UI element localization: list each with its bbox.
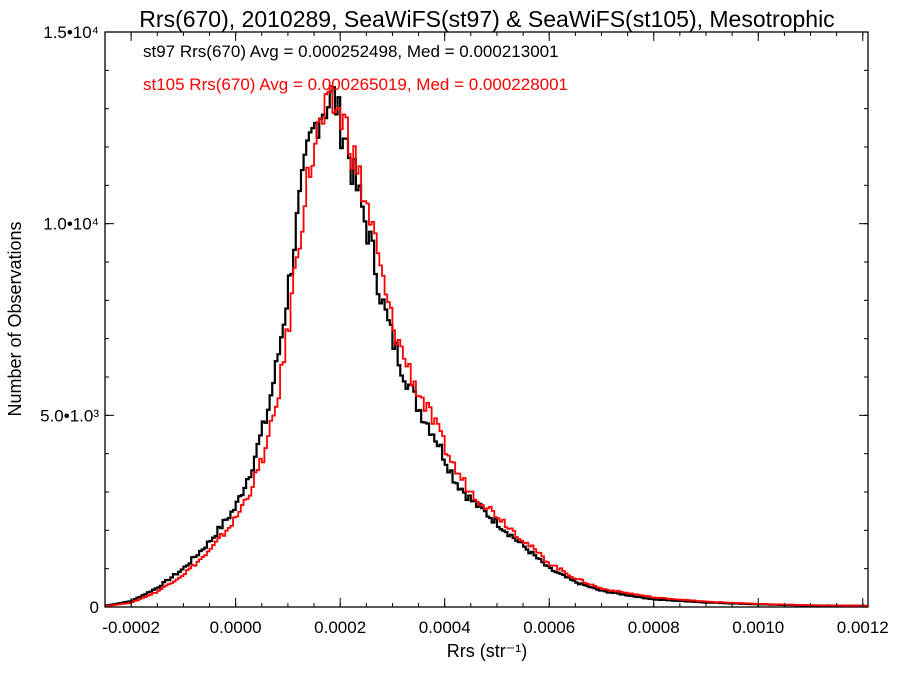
x-tick-label: -0.0002 xyxy=(102,618,160,637)
x-tick-label: 0.0004 xyxy=(419,618,471,637)
chart-title: Rrs(670), 2010289, SeaWiFS(st97) & SeaWi… xyxy=(139,6,834,32)
histogram-line-st105 xyxy=(105,84,868,607)
y-tick-label: 5.0•1.0³ xyxy=(40,406,99,425)
x-tick-label: 0.0002 xyxy=(314,618,366,637)
y-tick-label: 0 xyxy=(90,598,99,617)
legend-st105: st105 Rrs(670) Avg = 0.000265019, Med = … xyxy=(143,75,568,94)
x-tick-label: 0.0012 xyxy=(837,618,889,637)
x-tick-label: 0.0008 xyxy=(628,618,680,637)
x-tick-label: 0.0006 xyxy=(523,618,575,637)
axes: -0.0002 0.0000 0.0002 0.0004 0.0006 0.0008 0.0… xyxy=(40,23,889,637)
y-tick-label: 1.0•10⁴ xyxy=(43,215,99,234)
y-axis-label: Number of Observations xyxy=(5,221,25,416)
x-tick-label: 0.0010 xyxy=(732,618,784,637)
plot-frame xyxy=(104,31,869,608)
x-axis-label: Rrs (str⁻¹) xyxy=(447,641,527,661)
histogram-curves xyxy=(105,84,868,607)
x-tick-label: 0.0000 xyxy=(210,618,262,637)
legend-st97: st97 Rrs(670) Avg = 0.000252498, Med = 0… xyxy=(143,42,559,61)
y-tick-label: 1.5•10⁴ xyxy=(43,23,99,42)
histogram-line-st97 xyxy=(105,86,868,607)
